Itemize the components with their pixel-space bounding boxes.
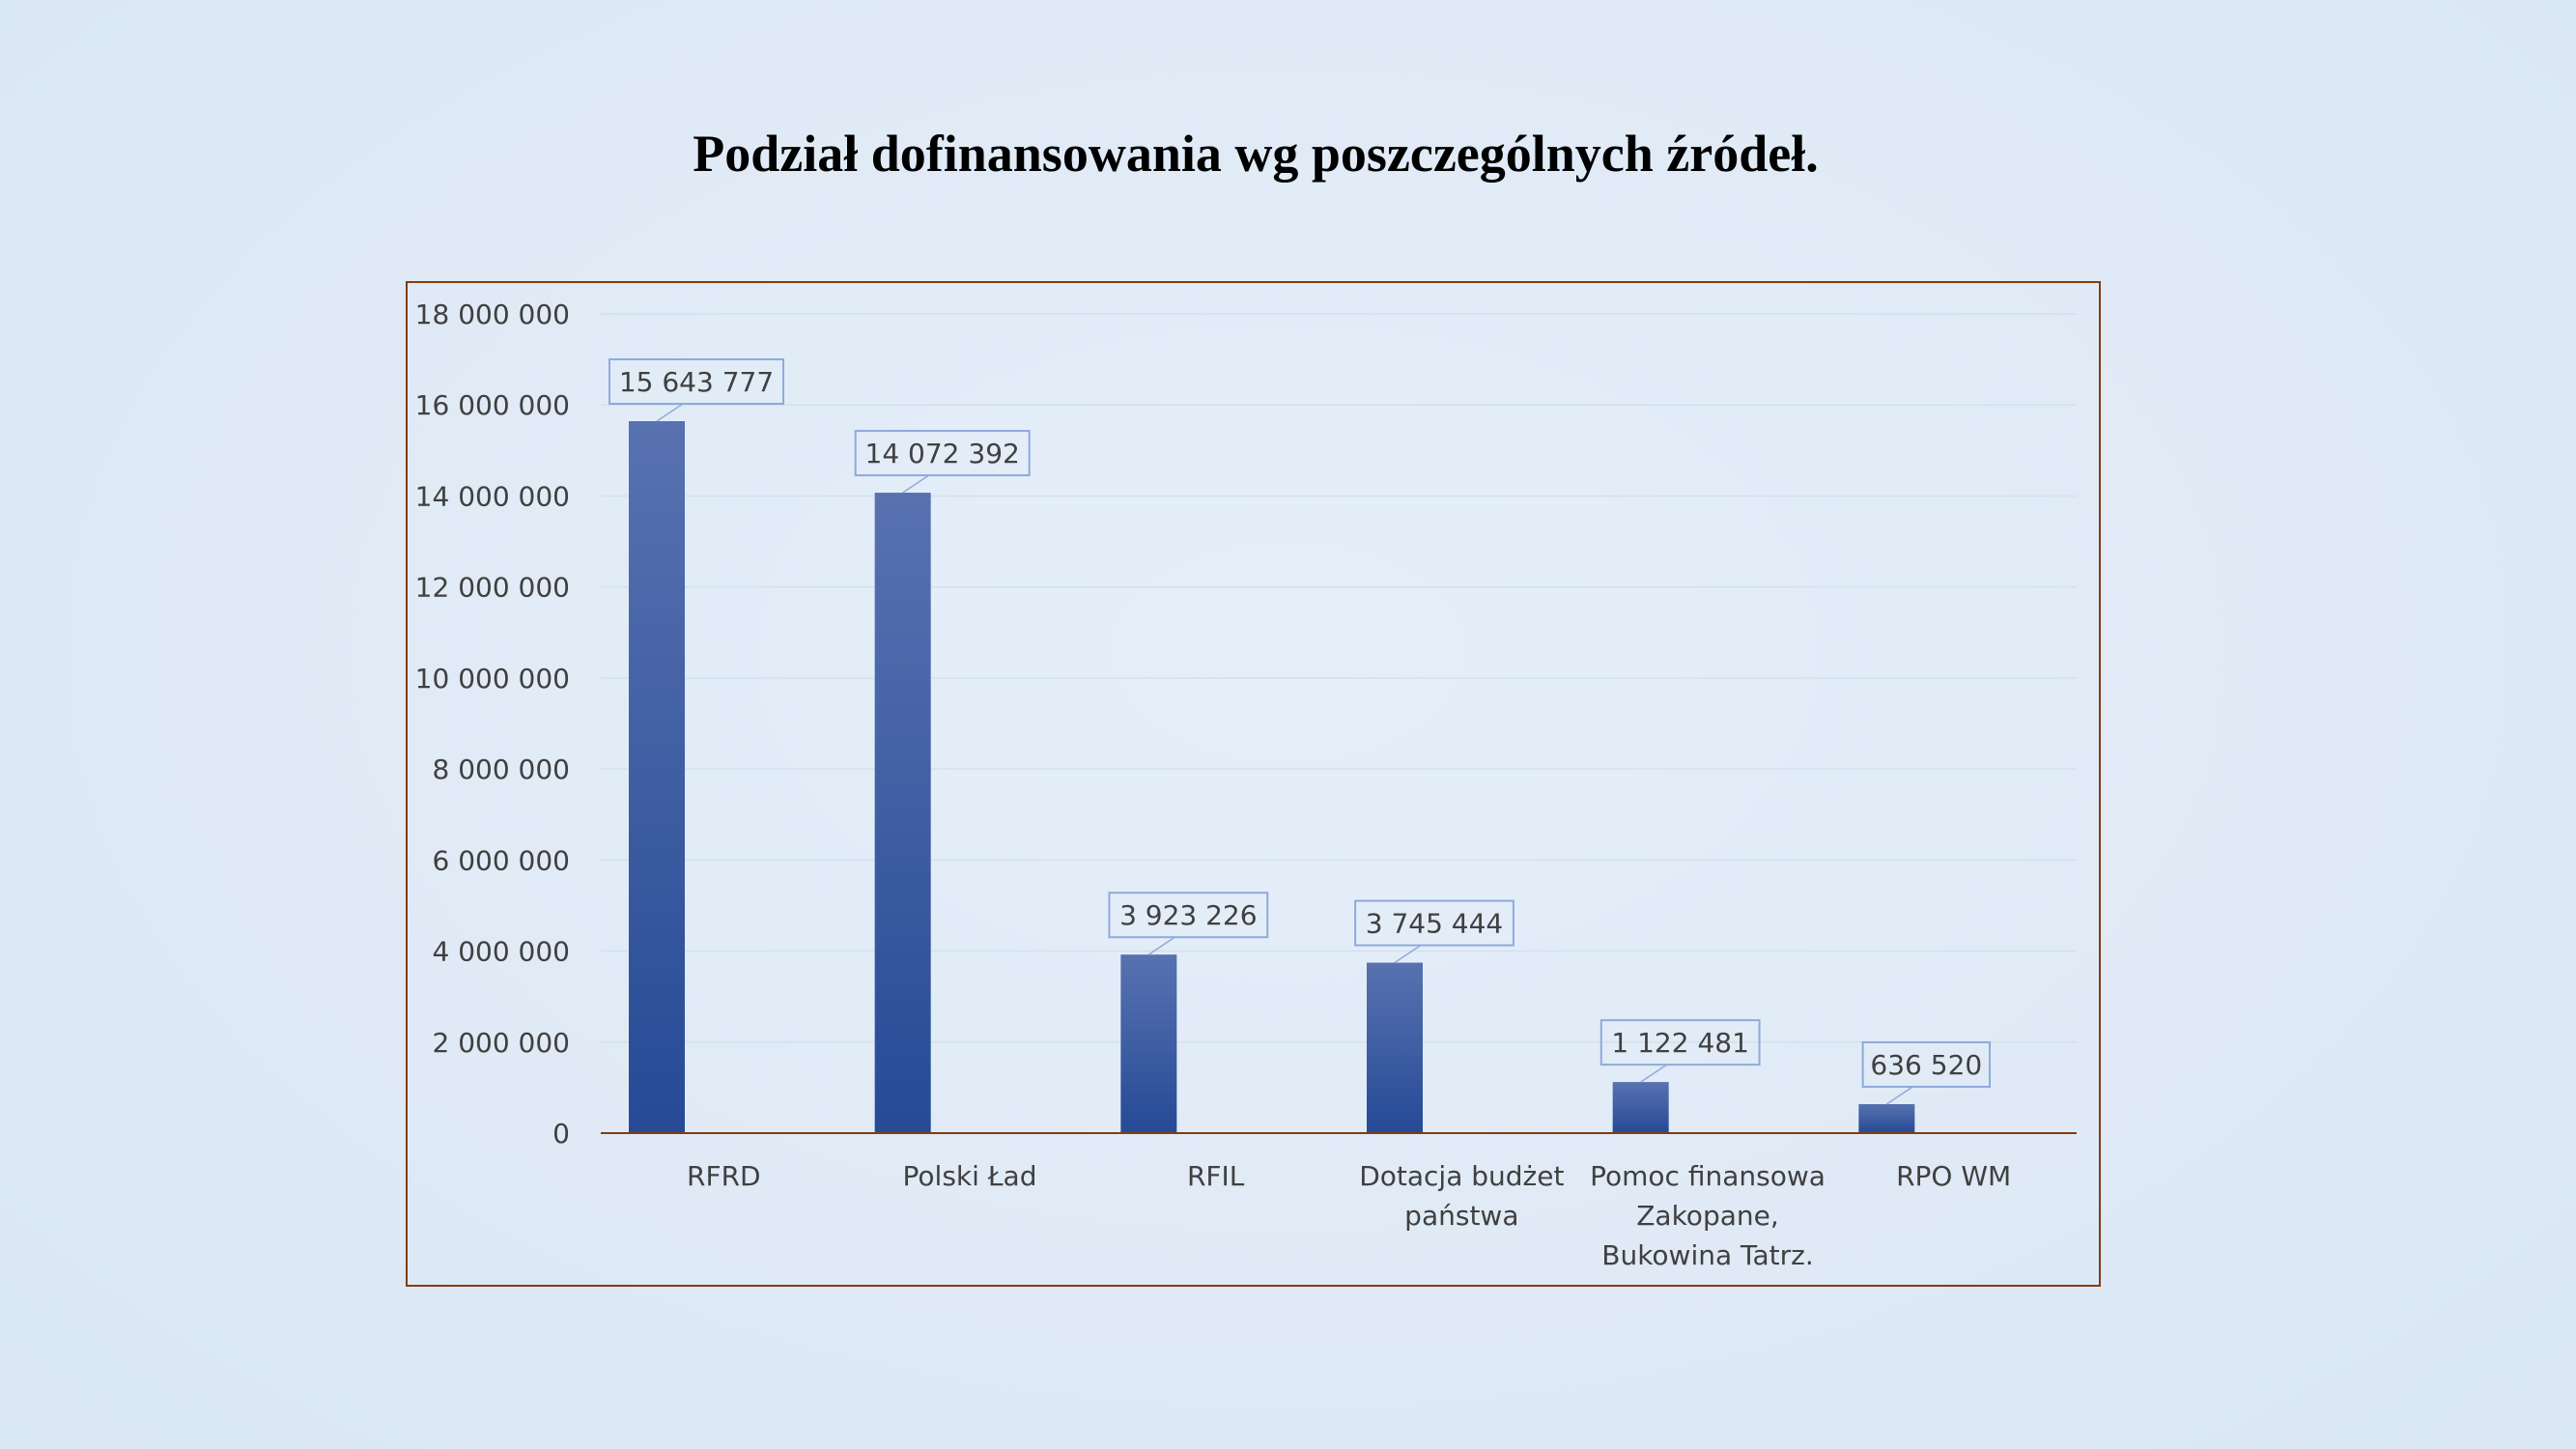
- x-category-label: RFIL: [1187, 1160, 1245, 1192]
- data-label-box: [609, 358, 784, 406]
- data-label-leader: [902, 474, 930, 494]
- x-category-label-line: RPO WM: [1896, 1160, 2011, 1192]
- data-label: 15 643 777: [619, 366, 774, 398]
- y-tick-label: 18 000 000: [415, 298, 570, 330]
- data-label: 1 122 481: [1611, 1027, 1749, 1059]
- x-category-label-line: państwa: [1404, 1200, 1518, 1232]
- chart-frame: 0 2 000 000 4 000 000 6 000 000 8 000 000 10 …: [406, 281, 2101, 1287]
- data-label-box: [1599, 1019, 1761, 1066]
- y-tick-label: 0: [552, 1118, 570, 1150]
- data-label-box: [1354, 899, 1514, 947]
- y-tick-label: 2 000 000: [432, 1027, 570, 1059]
- x-category-label-line: Dotacja budżet: [1359, 1160, 1564, 1192]
- x-category-label-line: RFIL: [1187, 1160, 1245, 1192]
- y-tick-label: 14 000 000: [415, 480, 570, 512]
- bar: [1612, 1082, 1669, 1133]
- data-label-leader: [1394, 944, 1422, 964]
- y-tick-label: 16 000 000: [415, 389, 570, 421]
- bar: [874, 493, 931, 1133]
- x-category-label-line: Zakopane,: [1636, 1200, 1779, 1232]
- bar: [1858, 1104, 1915, 1133]
- data-label-box: [1861, 1041, 1992, 1089]
- x-category-label: RPO WM: [1896, 1160, 2011, 1192]
- y-tick-label: 6 000 000: [432, 844, 570, 876]
- x-category-label-line: Pomoc finansowa: [1590, 1160, 1826, 1192]
- x-category-label-line: Bukowina Tatrz.: [1601, 1239, 1814, 1271]
- data-label: 3 923 226: [1119, 899, 1258, 931]
- data-label: 14 072 392: [865, 438, 1020, 469]
- x-category-label: Polski Ład: [903, 1160, 1037, 1192]
- x-category-label: Pomoc finansowa Zakopane, Bukowina Tatrz.: [1590, 1160, 1826, 1271]
- data-label-box: [854, 430, 1031, 477]
- data-label-leader: [656, 403, 684, 422]
- bar: [1367, 962, 1423, 1133]
- y-tick-label: 8 000 000: [432, 753, 570, 785]
- x-category-label-line: RFRD: [687, 1160, 761, 1192]
- y-tick-label: 10 000 000: [415, 663, 570, 695]
- data-label: 3 745 444: [1366, 908, 1504, 940]
- x-category-label: Dotacja budżet państwa: [1359, 1160, 1564, 1232]
- bar: [629, 421, 685, 1133]
- x-category-label: RFRD: [687, 1160, 761, 1192]
- data-label-leader: [1885, 1086, 1913, 1105]
- data-label-leader: [1640, 1064, 1668, 1083]
- bar: [1120, 954, 1177, 1133]
- data-label: 636 520: [1870, 1049, 1982, 1081]
- bar-chart: 0 2 000 000 4 000 000 6 000 000 8 000 000 10 …: [415, 298, 2077, 1271]
- data-label-box: [1108, 892, 1269, 939]
- y-tick-label: 4 000 000: [432, 936, 570, 968]
- y-tick-label: 12 000 000: [415, 572, 570, 604]
- chart-title: Podział dofinansowania wg poszczególnych…: [693, 125, 1819, 183]
- data-label-leader: [1147, 936, 1175, 955]
- x-category-label-line: Polski Ład: [903, 1160, 1037, 1192]
